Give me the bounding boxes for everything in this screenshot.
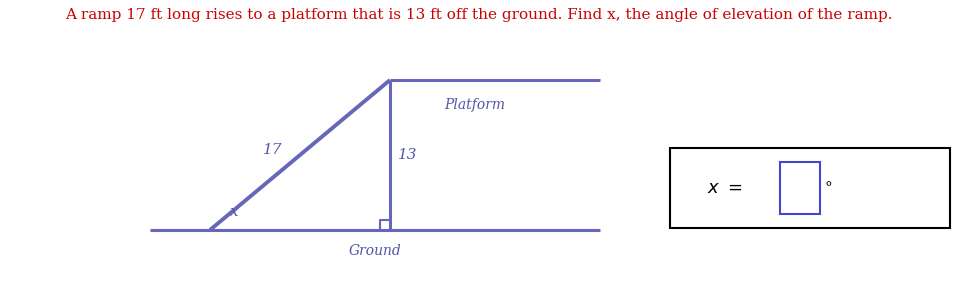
- Text: 13: 13: [398, 148, 418, 162]
- Text: 17: 17: [262, 143, 282, 157]
- Text: A ramp 17 ft long rises to a platform that is 13 ft off the ground. Find x, the : A ramp 17 ft long rises to a platform th…: [65, 8, 893, 22]
- Bar: [670, 148, 950, 228]
- Text: $x\ =$: $x\ =$: [707, 179, 742, 197]
- Bar: [780, 162, 820, 214]
- Text: x: x: [230, 205, 239, 219]
- Text: Ground: Ground: [349, 244, 401, 258]
- Text: °: °: [825, 181, 833, 195]
- Text: Platform: Platform: [445, 98, 506, 112]
